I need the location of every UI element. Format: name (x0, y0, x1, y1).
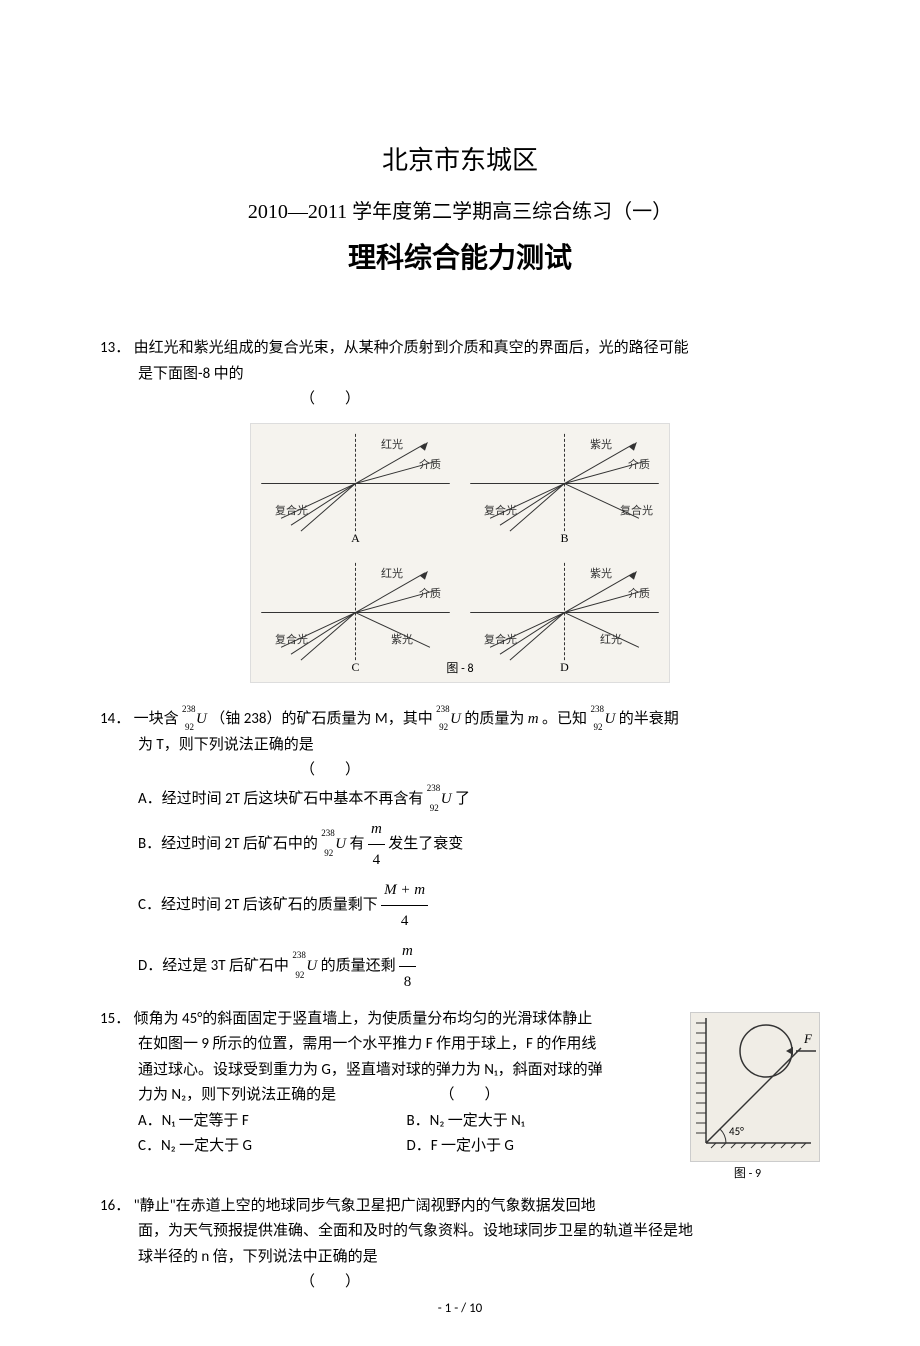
q15-opt-c: C．N₂ 一定大于 G (138, 1134, 407, 1160)
quadrant-a: 红光 介质 复合光 A (251, 424, 460, 553)
m-var: m (528, 711, 539, 727)
uranium-symbol-1: 23892U (182, 707, 207, 733)
q15-opt-b: B．N₂ 一定大于 N₁ (407, 1109, 676, 1135)
question-14: 14． 一块含 23892U （铀 238）的矿石质量为 M，其中 23892U… (100, 707, 820, 997)
q15-number: 15． (100, 1010, 130, 1028)
q15-opt-a: A．N₁ 一定等于 F (138, 1109, 407, 1135)
q16-bracket: （ ） (100, 1270, 820, 1296)
figure-9-container: F 45° 图 - 9 (675, 1007, 820, 1184)
q16-line1: "静止"在赤道上空的地球同步气象卫星把广阔视野内的气象数据发回地 (134, 1197, 596, 1215)
uranium-symbol-2: 23892U (436, 707, 461, 733)
q14-opt-a: A．经过时间 2T 后这块矿石中基本不再含有 23892U 了 (100, 784, 820, 814)
force-label: F (803, 1031, 813, 1046)
q14-opt-c: C．经过时间 2T 后该矿石的质量剩下 M + m4 (100, 875, 820, 936)
label-purple-c: 紫光 (391, 631, 413, 650)
label-purple-d: 紫光 (590, 565, 612, 584)
label-compound-b: 复合光 (484, 502, 517, 521)
fig9-caption: 图 - 9 (675, 1164, 820, 1184)
q14-opt-b: B．经过时间 2T 后矿石中的 23892U 有 m4 发生了衰变 (100, 814, 820, 875)
q13-number: 13． (100, 339, 130, 357)
figure-8-container: 红光 介质 复合光 A 紫光 介质 (100, 423, 820, 693)
q14-text-mid2: 的质量为 (464, 710, 524, 728)
quad-label-b: B (560, 528, 568, 548)
question-16: 16． "静止"在赤道上空的地球同步气象卫星把广阔视野内的气象数据发回地 面，为… (100, 1194, 820, 1296)
quad-label-c: C (351, 657, 359, 677)
label-compound-a: 复合光 (275, 502, 308, 521)
figure-8: 红光 介质 复合光 A 紫光 介质 (250, 423, 670, 683)
exam-title: 理科综合能力测试 (100, 236, 820, 276)
q14-text-mid3: 。已知 (542, 710, 587, 728)
label-purple-b: 紫光 (590, 436, 612, 455)
q15-line1: 倾角为 45°的斜面固定于竖直墙上，为使质量分布均匀的光滑球体静止 (134, 1010, 593, 1028)
q14-text-mid4: 的半衰期 (619, 710, 679, 728)
page-location: 北京市东城区 (100, 140, 820, 177)
quadrant-b: 紫光 介质 复合光 复合光 B (460, 424, 669, 553)
quadrant-c: 红光 介质 复合光 紫光 C (251, 553, 460, 682)
q16-line3: 球半径的 n 倍，下列说法中正确的是 (100, 1245, 820, 1271)
q14-text-pre: 一块含 (134, 710, 179, 728)
question-15: 15． 倾角为 45°的斜面固定于竖直墙上，为使质量分布均匀的光滑球体静止 在如… (100, 1007, 820, 1184)
quad-label-d: D (560, 657, 569, 677)
q14-number: 14． (100, 710, 130, 728)
quad-label-a: A (351, 528, 360, 548)
q14-bracket: （ ） (100, 758, 820, 784)
academic-year: 2010—2011 学年度第二学期高三综合练习（一） (100, 195, 820, 224)
figure-9: F 45° (690, 1012, 820, 1162)
angle-label: 45° (729, 1125, 744, 1138)
q13-text: 由红光和紫光组成的复合光束，从某种介质射到介质和真空的界面后，光的路径可能 (134, 339, 689, 357)
q16-number: 16． (100, 1197, 130, 1215)
label-red-a: 红光 (381, 436, 403, 455)
label-medium-d: 介质 (628, 585, 650, 604)
label-compound-b2: 复合光 (620, 502, 653, 521)
label-compound-c: 复合光 (275, 631, 308, 650)
label-medium-c: 介质 (419, 585, 441, 604)
q15-line3: 通过球心。设球受到重力为 G，竖直墙对球的弹力为 N₁，斜面对球的弹 (100, 1058, 675, 1084)
fig8-caption: 图 - 8 (442, 659, 477, 679)
label-compound-d: 复合光 (484, 631, 517, 650)
label-medium-a: 介质 (419, 456, 441, 475)
q13-bracket: （ ） (100, 387, 820, 413)
label-red-c: 红光 (381, 565, 403, 584)
uranium-symbol-3: 23892U (590, 707, 615, 733)
q15-line2: 在如图一 9 所示的位置，需用一个水平推力 F 作用于球上，F 的作用线 (100, 1032, 675, 1058)
q15-opt-d: D．F 一定小于 G (407, 1134, 676, 1160)
q14-text-mid1: （铀 238）的矿石质量为 M，其中 (210, 710, 432, 728)
label-red-d: 红光 (600, 631, 622, 650)
quadrant-d: 紫光 介质 复合光 红光 D (460, 553, 669, 682)
page-footer: - 1 - / 10 (438, 1301, 483, 1316)
q14-line2: 为 T，则下列说法正确的是 (100, 733, 820, 759)
label-medium-b: 介质 (628, 456, 650, 475)
question-13: 13． 由红光和紫光组成的复合光束，从某种介质射到介质和真空的界面后，光的路径可… (100, 336, 820, 692)
q13-text-cont: 是下面图-8 中的 (100, 362, 820, 388)
q16-line2: 面，为天气预报提供准确、全面和及时的气象资料。设地球同步卫星的轨道半径是地 (100, 1219, 820, 1245)
q15-line4: 力为 N₂，则下列说法正确的是 （ ） (100, 1083, 675, 1109)
q14-opt-d: D．经过是 3T 后矿石中 23892U 的质量还剩 m8 (100, 936, 820, 997)
